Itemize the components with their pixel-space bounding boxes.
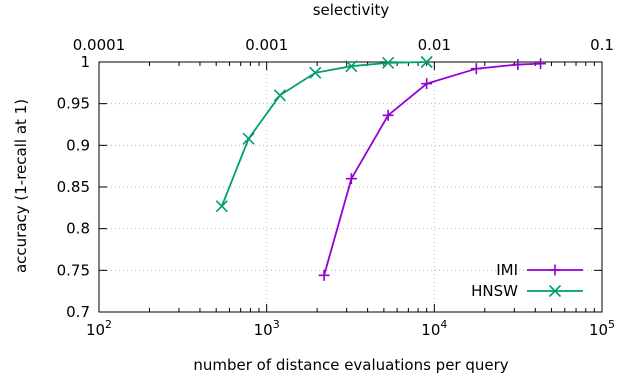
legend-layer: IMI HNSW [471, 261, 583, 300]
plot-frame [98, 61, 603, 313]
data-point-hnsw [382, 56, 395, 69]
data-point-hnsw-d2 [345, 60, 358, 73]
y-axis-title: accuracy (1-recall at 1) [12, 99, 30, 273]
x2-tick-label: 0.0001 [73, 36, 126, 54]
data-point-hnsw [242, 132, 255, 145]
data-point-hnsw-d2 [420, 55, 433, 69]
data-point-imi [382, 109, 394, 121]
data-point-hnsw-d2 [242, 132, 255, 145]
grid-layer [99, 62, 602, 312]
legend-label-hnsw: HNSW [471, 282, 518, 300]
x-tick-label: 103 [254, 318, 280, 339]
y-tick-label: 0.75 [57, 261, 90, 279]
y-tick-label: 0.7 [66, 303, 90, 321]
data-point-hnsw-d2 [309, 66, 322, 79]
data-point-imi [470, 63, 482, 75]
x-tick-label: 102 [86, 318, 112, 339]
axes-layer: 0.7 0.75 0.8 0.85 0.9 0.95 1 102 103 104 105 0.0001… [57, 36, 615, 339]
y-tick-label: 0.8 [66, 220, 90, 238]
legend-marker-imi [549, 264, 561, 276]
data-point-imi [535, 58, 547, 70]
x-tick-label: 104 [421, 318, 447, 339]
data-point-hnsw-d2 [273, 89, 287, 102]
data-point-hnsw-d2 [382, 56, 395, 69]
data-point-hnsw [215, 200, 228, 213]
x-tick-label: 105 [589, 318, 615, 339]
data-point-hnsw [273, 89, 287, 102]
x-axis-title: number of distance evaluations per query [193, 356, 508, 374]
series-layer [215, 55, 547, 281]
data-point-hnsw [345, 60, 358, 73]
y-tick-label: 1 [80, 53, 90, 71]
x2-axis-title: selectivity [313, 1, 390, 19]
y-tick-label: 0.9 [66, 136, 90, 154]
legend-marker-hnsw [548, 284, 562, 298]
data-point-imi [512, 59, 524, 70]
data-point-hnsw-d2 [215, 200, 228, 213]
data-point-imi [421, 78, 433, 90]
legend-label-imi: IMI [496, 261, 518, 279]
y-tick-label: 0.95 [57, 95, 90, 113]
data-point-imi [345, 173, 357, 185]
data-point-hnsw [420, 55, 433, 69]
x2-tick-label: 0.1 [590, 36, 614, 54]
x2-tick-label: 0.001 [245, 36, 288, 54]
data-point-imi [318, 269, 330, 281]
data-point-hnsw [309, 66, 322, 79]
x2-tick-label: 0.01 [418, 36, 451, 54]
legend-marker-hnsw-d2 [548, 284, 562, 298]
y-tick-label: 0.85 [57, 178, 90, 196]
series-line-imi [323, 62, 541, 276]
